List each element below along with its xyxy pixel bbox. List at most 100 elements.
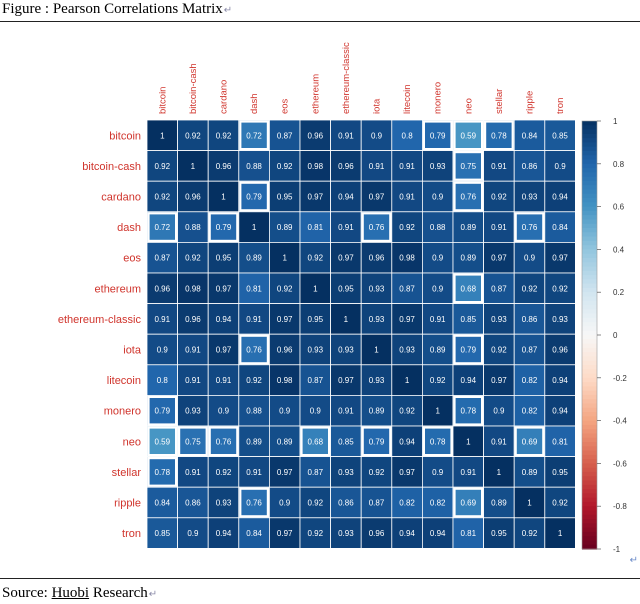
heatmap-cell-value: 0.89 bbox=[246, 437, 262, 446]
heatmap-cell-value: 0.79 bbox=[155, 407, 171, 416]
heatmap-cell-value: 0.76 bbox=[246, 346, 262, 355]
heatmap-cell-value: 0.81 bbox=[308, 223, 324, 232]
heatmap-cell bbox=[391, 241, 423, 274]
heatmap-cell-value: 0.96 bbox=[369, 529, 385, 538]
colorbar-segment bbox=[582, 442, 597, 447]
heatmap-cell-value: 0.76 bbox=[246, 499, 262, 508]
colorbar-segment bbox=[582, 347, 597, 353]
heatmap-cell-value: 0.94 bbox=[399, 529, 415, 538]
heatmap-cell-value: 0.91 bbox=[430, 315, 446, 324]
heatmap-cell-value: 0.93 bbox=[430, 162, 446, 171]
heatmap-cell-value: 0.91 bbox=[338, 407, 354, 416]
heatmap-cell-value: 0.85 bbox=[338, 437, 354, 446]
colorbar-segment bbox=[582, 300, 597, 306]
row-label: tron bbox=[122, 528, 141, 540]
heatmap-cell-value: 0.78 bbox=[430, 437, 446, 446]
heatmap-cell bbox=[177, 241, 209, 274]
heatmap-cell-value: 0.91 bbox=[338, 131, 354, 140]
heatmap-cell bbox=[146, 456, 179, 488]
heatmap-cell bbox=[421, 517, 454, 549]
heatmap-cell-highlight bbox=[147, 212, 178, 243]
heatmap-cell bbox=[299, 211, 332, 243]
heatmap-cell-highlight bbox=[422, 426, 453, 457]
heatmap-cell-value: 0.91 bbox=[399, 193, 415, 202]
row-label: monero bbox=[104, 406, 141, 418]
heatmap-cell-value: 0.9 bbox=[279, 407, 291, 416]
heatmap-cell bbox=[421, 241, 454, 274]
heatmap-cell-value: 0.97 bbox=[216, 284, 232, 293]
return-mark-icon: ↵ bbox=[223, 5, 233, 16]
colorbar-segment bbox=[582, 540, 597, 546]
heatmap-cell-value: 0.87 bbox=[522, 346, 538, 355]
heatmap-cell-value: 1 bbox=[282, 254, 287, 263]
colorbar-segment bbox=[582, 193, 597, 199]
heatmap-cell-value: 1 bbox=[221, 193, 226, 202]
heatmap-cell-value: 0.91 bbox=[491, 162, 507, 171]
heatmap-cell bbox=[483, 241, 515, 274]
heatmap-cell bbox=[391, 333, 423, 366]
colorbar-segment bbox=[582, 501, 597, 507]
colorbar-segment bbox=[582, 450, 597, 456]
colorbar-segment bbox=[582, 317, 597, 323]
column-label: stellar bbox=[494, 89, 505, 114]
heatmap-cell-value: 0.9 bbox=[432, 193, 444, 202]
heatmap-cell-value: 0.92 bbox=[246, 376, 262, 385]
heatmap-cell-value: 0.95 bbox=[277, 193, 293, 202]
heatmap-cell-value: 0.92 bbox=[369, 468, 385, 477]
source-prefix: Source: bbox=[2, 585, 52, 601]
figure-title-text: Figure : Pearson Correlations Matrix bbox=[2, 1, 223, 17]
column-label: dash bbox=[249, 93, 260, 114]
heatmap-cell bbox=[330, 394, 362, 427]
heatmap-cell-value: 0.94 bbox=[552, 376, 568, 385]
heatmap-cell-value: 0.94 bbox=[461, 376, 477, 385]
heatmap-cell-highlight bbox=[453, 181, 484, 212]
heatmap-cell-value: 0.79 bbox=[430, 131, 446, 140]
heatmap-cell-value: 1 bbox=[466, 437, 471, 446]
heatmap-cell-value: 0.94 bbox=[552, 193, 568, 202]
colorbar-segment bbox=[582, 292, 597, 298]
heatmap-cell-value: 0.93 bbox=[522, 193, 538, 202]
colorbar-segment bbox=[582, 531, 597, 537]
heatmap-cell-value: 0.81 bbox=[552, 437, 568, 446]
heatmap-cell bbox=[483, 364, 515, 396]
heatmap-cell-value: 0.96 bbox=[552, 346, 568, 355]
colorbar-segment bbox=[582, 279, 597, 285]
heatmap-cell bbox=[544, 517, 576, 549]
heatmap-cell-value: 0.96 bbox=[277, 346, 293, 355]
heatmap-cell-value: 0.59 bbox=[461, 131, 477, 140]
heatmap-cell-value: 0.93 bbox=[369, 284, 385, 293]
colorbar-segment bbox=[582, 236, 597, 242]
heatmap-cell bbox=[299, 333, 332, 366]
heatmap-cell-value: 0.91 bbox=[461, 468, 477, 477]
heatmap-cell bbox=[299, 364, 332, 396]
heatmap-cell bbox=[177, 456, 209, 488]
heatmap-cell bbox=[146, 241, 179, 274]
heatmap-cell bbox=[360, 517, 393, 549]
heatmap-cell-value: 0.91 bbox=[491, 437, 507, 446]
heatmap-cell-value: 0.96 bbox=[185, 193, 201, 202]
colorbar-segment bbox=[582, 155, 597, 161]
source-brand[interactable]: Huobi bbox=[51, 585, 90, 601]
heatmap-cell-value: 0.92 bbox=[399, 407, 415, 416]
colorbar-tick-label: 0 bbox=[613, 331, 618, 340]
heatmap-cell bbox=[207, 517, 240, 549]
row-label: cardano bbox=[101, 192, 141, 204]
heatmap-cell bbox=[146, 150, 179, 182]
heatmap-cell-value: 0.94 bbox=[552, 407, 568, 416]
heatmap-cell-value: 0.87 bbox=[308, 468, 324, 477]
colorbar-segment bbox=[582, 364, 597, 370]
heatmap-cell-highlight bbox=[514, 426, 545, 457]
heatmap-cell bbox=[421, 211, 454, 243]
heatmap-cell-value: 0.92 bbox=[155, 162, 171, 171]
heatmap-cell bbox=[238, 425, 270, 458]
heatmap-cell bbox=[360, 211, 393, 243]
heatmap-cell bbox=[268, 211, 301, 243]
heatmap-cell-value: 0.95 bbox=[216, 254, 232, 263]
heatmap-cell bbox=[391, 272, 423, 305]
colorbar-segment bbox=[582, 313, 597, 319]
heatmap-cell-value: 0.96 bbox=[216, 162, 232, 171]
colorbar-segment bbox=[582, 424, 597, 430]
heatmap-cell bbox=[544, 394, 576, 427]
heatmap-cell-value: 0.79 bbox=[216, 223, 232, 232]
heatmap-cell-value: 0.92 bbox=[491, 346, 507, 355]
